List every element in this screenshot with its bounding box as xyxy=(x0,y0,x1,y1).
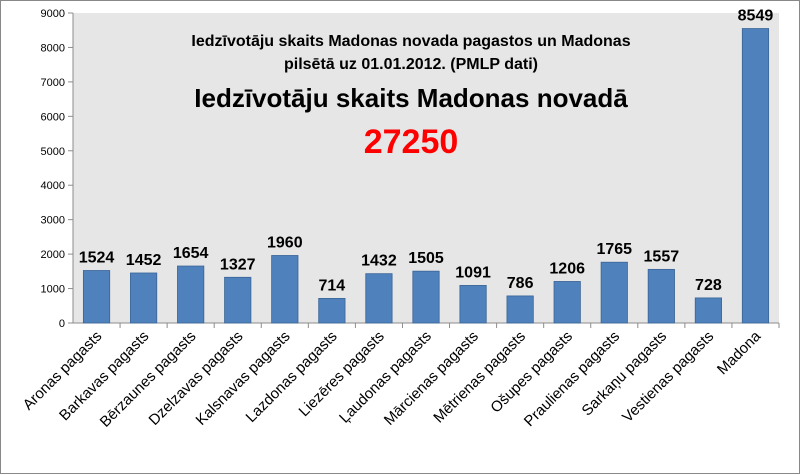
x-tick-label: Sarkaņu pagasts xyxy=(579,328,671,420)
x-tick-label: Ošupes pagasts xyxy=(487,328,576,417)
y-tick-label: 9000 xyxy=(41,8,65,20)
x-tick-label: Liezēres pagasts xyxy=(296,328,388,420)
data-label: 1432 xyxy=(361,253,397,270)
bar xyxy=(318,298,346,324)
data-label: 1505 xyxy=(408,250,444,267)
data-label: 1206 xyxy=(549,260,585,277)
bar xyxy=(224,276,252,324)
bar xyxy=(130,272,158,324)
y-tick-label: 3000 xyxy=(41,215,65,227)
x-tick-label: Vestienas pagasts xyxy=(619,328,717,426)
y-tick-label: 1000 xyxy=(41,284,65,296)
bar xyxy=(459,285,487,324)
data-label: 1091 xyxy=(455,264,491,281)
data-label: 1654 xyxy=(173,245,209,262)
bar xyxy=(694,297,722,324)
x-tick-label: Aronas pagasts xyxy=(20,328,106,414)
data-labels-group: 1524 1452 1654 1327 1960 714 1432 1505 1091 786 12… xyxy=(79,8,774,295)
bar xyxy=(600,261,628,324)
y-tick-label: 2000 xyxy=(41,249,65,261)
data-label: 714 xyxy=(319,277,346,294)
bar xyxy=(271,255,299,324)
data-label: 1327 xyxy=(220,256,256,273)
bars-group xyxy=(82,28,770,324)
y-tick-label: 0 xyxy=(59,318,65,330)
bar xyxy=(506,295,534,324)
data-label: 728 xyxy=(695,277,722,294)
data-label: 1557 xyxy=(644,248,680,265)
y-tick-label: 6000 xyxy=(41,111,65,123)
bar xyxy=(412,270,440,324)
bar xyxy=(647,268,675,324)
y-tick-label: 8000 xyxy=(41,42,65,54)
chart-subtitle: Iedzīvotāju skaits Madonas novadā xyxy=(194,83,628,113)
y-tick-label: 7000 xyxy=(41,77,65,89)
chart-title-line-2: pilsētā uz 01.01.2012. (PMLP dati) xyxy=(284,56,538,73)
bar xyxy=(177,265,205,324)
data-label: 1765 xyxy=(596,241,632,258)
data-label: 1452 xyxy=(126,252,162,269)
data-label: 8549 xyxy=(738,8,774,25)
data-label: 1960 xyxy=(267,234,303,251)
bar xyxy=(82,270,111,324)
x-tick-label: Madona xyxy=(714,327,765,378)
y-axis-ticks: 0 1000 2000 3000 4000 5000 6000 7000 8000 9000 xyxy=(41,8,73,330)
bar xyxy=(365,273,393,324)
data-label: 1524 xyxy=(79,250,115,267)
chart-title-line-1: Iedzīvotāju skaits Madonas novada pagast… xyxy=(191,33,630,50)
total-population: 27250 xyxy=(364,123,459,161)
y-tick-label: 4000 xyxy=(41,180,65,192)
data-label: 786 xyxy=(507,275,534,292)
bar xyxy=(741,28,770,324)
bar xyxy=(553,281,581,324)
y-tick-label: 5000 xyxy=(41,146,65,158)
